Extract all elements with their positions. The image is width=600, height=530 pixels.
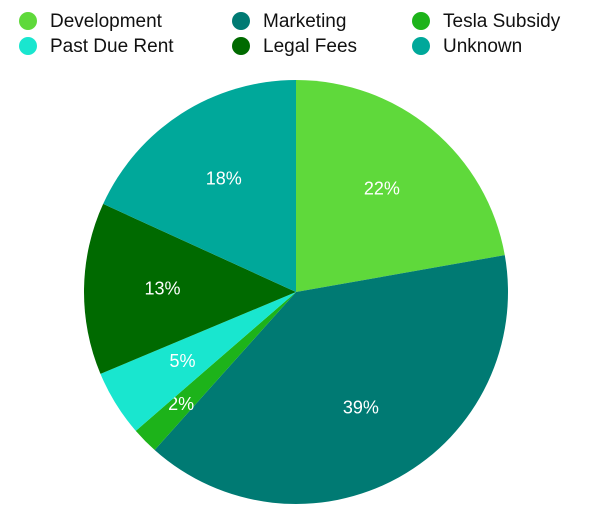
value-label: 13%: [144, 279, 180, 299]
pie-slice: [154, 255, 509, 504]
pie-slice: [296, 80, 505, 292]
legend-marker: [19, 12, 37, 30]
pie-slice: [100, 292, 296, 431]
value-label: 5%: [170, 351, 196, 371]
value-label: 39%: [343, 397, 379, 417]
legend-label: Development: [50, 11, 163, 32]
value-label: 22%: [364, 178, 400, 198]
value-label: 18%: [206, 168, 242, 188]
value-label: 2%: [168, 394, 194, 414]
legend-label: Unknown: [443, 36, 522, 57]
pie-slice: [135, 292, 296, 450]
legend-marker: [232, 37, 250, 55]
legend-marker: [232, 12, 250, 30]
legend-label: Past Due Rent: [50, 36, 174, 57]
pie-slice: [103, 80, 296, 292]
legend-label: Legal Fees: [263, 36, 357, 57]
legend-marker: [412, 37, 430, 55]
legend-marker: [19, 37, 37, 55]
legend-label: Tesla Subsidy: [443, 11, 561, 32]
legend-marker: [412, 12, 430, 30]
legend-label: Marketing: [263, 11, 346, 32]
pie-slice: [83, 203, 296, 374]
